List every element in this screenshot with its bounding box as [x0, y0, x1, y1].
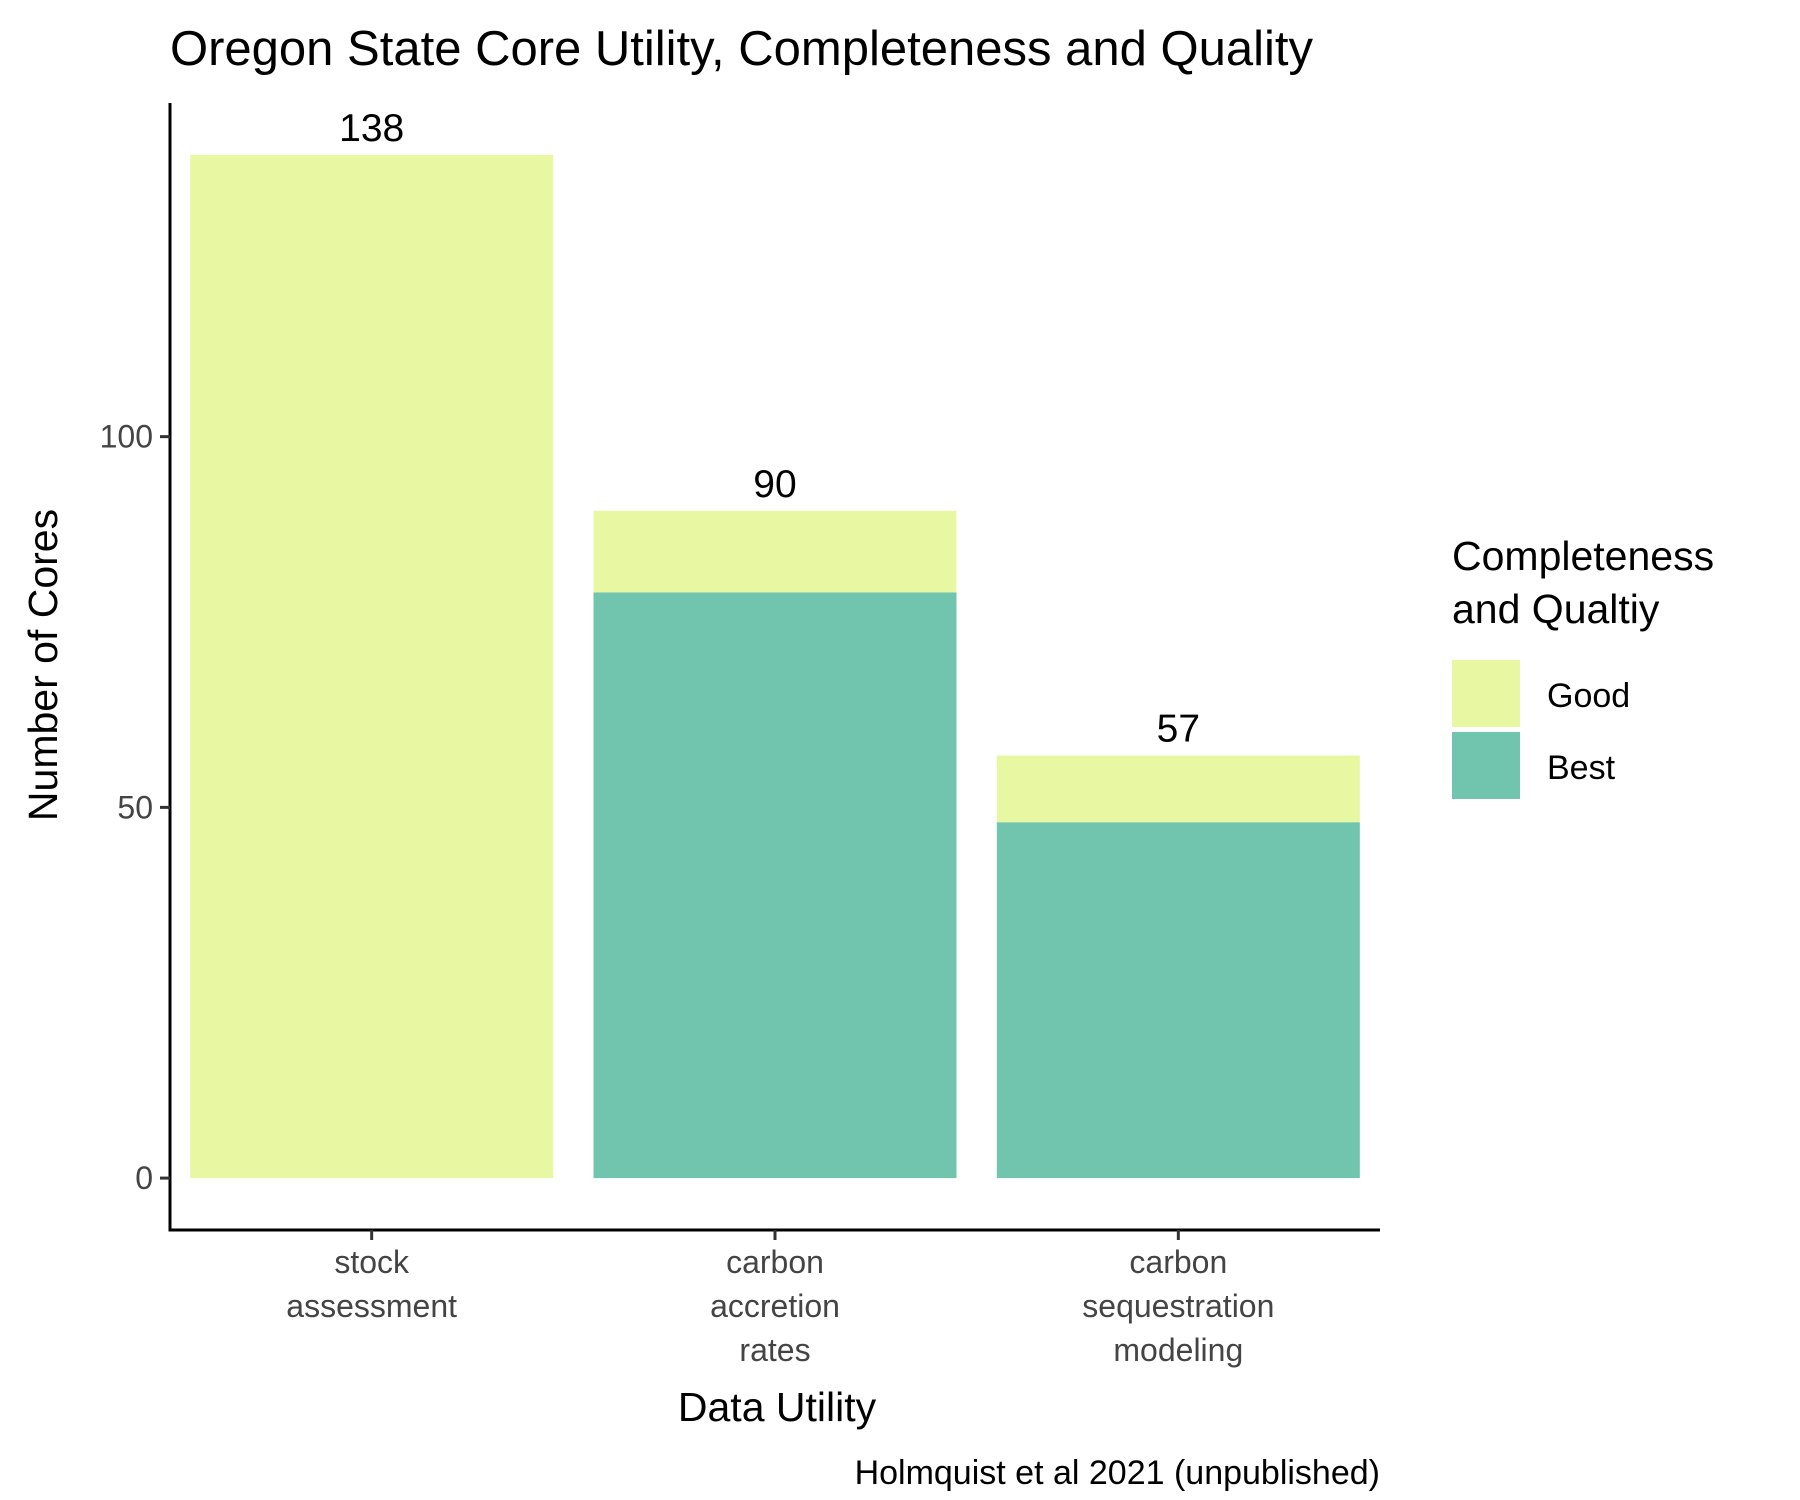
- x-tick-label-line: modeling: [1113, 1332, 1243, 1368]
- bar-good-2: [996, 755, 1360, 823]
- x-tick-label-line: rates: [739, 1332, 810, 1368]
- legend-title-line-1: Completeness: [1452, 533, 1714, 579]
- bar-best-2: [996, 822, 1360, 1179]
- bar-best-1: [593, 592, 957, 1179]
- bar-total-label-1: 90: [753, 463, 796, 506]
- y-tick-label-100: 100: [100, 419, 153, 455]
- x-tick-label-1: carbon accretion rates: [710, 1244, 840, 1368]
- x-tick-label-0: stock assessment: [286, 1244, 457, 1324]
- x-tick-label-line: stock: [334, 1244, 410, 1280]
- legend-swatch-good: [1452, 660, 1520, 727]
- legend-label-best: Best: [1547, 749, 1616, 787]
- x-tick-label-line: accretion: [710, 1288, 840, 1324]
- x-tick-label-line: carbon: [1129, 1244, 1227, 1280]
- legend-swatch-best: [1452, 732, 1520, 799]
- bars-group: [190, 154, 1360, 1179]
- y-ticks-group: 0 50 100: [100, 419, 170, 1196]
- chart-title: Oregon State Core Utility, Completeness …: [170, 22, 1313, 76]
- bar-total-label-0: 138: [339, 107, 404, 150]
- x-tick-label-line: sequestration: [1082, 1288, 1274, 1324]
- bar-good-1: [593, 510, 957, 593]
- x-axis-title: Data Utility: [678, 1384, 877, 1430]
- legend-title-line-2: and Qualtiy: [1452, 586, 1660, 632]
- y-axis-title: Number of Cores: [20, 509, 66, 821]
- x-tick-label-line: carbon: [726, 1244, 824, 1280]
- x-tick-label-2: carbon sequestration modeling: [1082, 1244, 1274, 1368]
- chart-caption: Holmquist et al 2021 (unpublished): [855, 1454, 1380, 1492]
- y-tick-label-50: 50: [117, 789, 153, 825]
- x-tick-label-line: assessment: [286, 1288, 457, 1324]
- y-tick-label-0: 0: [135, 1160, 153, 1196]
- bar-total-label-2: 57: [1157, 707, 1200, 750]
- legend: Completeness and Qualtiy Good Best: [1452, 533, 1714, 799]
- bar-good-0: [190, 154, 554, 1179]
- legend-label-good: Good: [1547, 677, 1630, 715]
- value-labels-group: 138 90 57: [339, 107, 1200, 751]
